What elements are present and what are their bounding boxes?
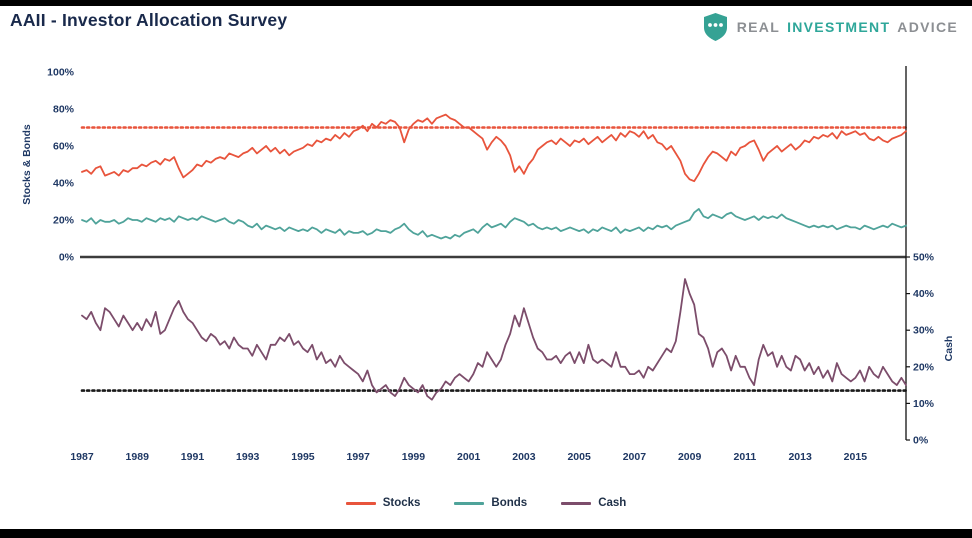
svg-text:Cash: Cash [943,336,955,362]
stocks-line-swatch [345,501,376,505]
svg-text:20%: 20% [53,215,75,227]
svg-text:2009: 2009 [678,451,702,463]
svg-text:100%: 100% [47,67,75,79]
bonds-line-swatch [454,501,485,505]
brand-word-advice: ADVICE [897,19,958,35]
svg-text:2005: 2005 [567,451,591,463]
bottom-black-bar [0,529,972,538]
legend-item-cash: Cash [561,497,626,509]
svg-text:2013: 2013 [788,451,812,463]
brand-name: REAL INVESTMENT ADVICE [737,19,958,35]
svg-text:1991: 1991 [181,451,205,463]
shield-dots-icon [703,13,727,41]
svg-text:2011: 2011 [733,451,756,463]
svg-text:1993: 1993 [236,451,260,463]
page-title: AAII - Investor Allocation Survey [10,10,288,30]
svg-text:30%: 30% [913,325,935,337]
svg-text:2007: 2007 [623,451,647,463]
svg-text:0%: 0% [913,435,929,447]
brand-word-investment: INVESTMENT [787,19,891,35]
chart-header: AAII - Investor Allocation Survey REAL I… [10,10,958,42]
legend-label-cash: Cash [598,497,627,509]
svg-text:1999: 1999 [402,451,426,463]
cash-line-swatch [561,501,592,505]
legend-item-bonds: Bonds [454,497,527,509]
svg-text:2003: 2003 [512,451,536,463]
brand-word-real: REAL [736,19,781,35]
svg-text:10%: 10% [913,398,935,410]
svg-text:60%: 60% [53,141,75,153]
svg-text:40%: 40% [913,288,935,300]
top-black-bar [0,0,972,6]
svg-text:50%: 50% [913,252,935,264]
svg-text:1997: 1997 [347,451,371,463]
svg-text:Stocks & Bonds: Stocks & Bonds [21,124,33,205]
svg-text:2015: 2015 [844,451,868,463]
svg-text:1995: 1995 [291,451,315,463]
legend-item-stocks: Stocks [345,497,421,509]
legend-label-bonds: Bonds [491,497,528,509]
brand-logo: REAL INVESTMENT ADVICE [702,12,958,42]
chart-legend: Stocks Bonds Cash [0,497,972,509]
svg-text:0%: 0% [59,252,75,264]
svg-text:20%: 20% [913,361,935,373]
svg-text:40%: 40% [53,178,75,190]
svg-text:80%: 80% [53,104,75,116]
legend-label-stocks: Stocks [382,497,421,509]
svg-text:1989: 1989 [126,451,150,463]
svg-text:2001: 2001 [457,451,481,463]
svg-text:1987: 1987 [70,451,94,463]
